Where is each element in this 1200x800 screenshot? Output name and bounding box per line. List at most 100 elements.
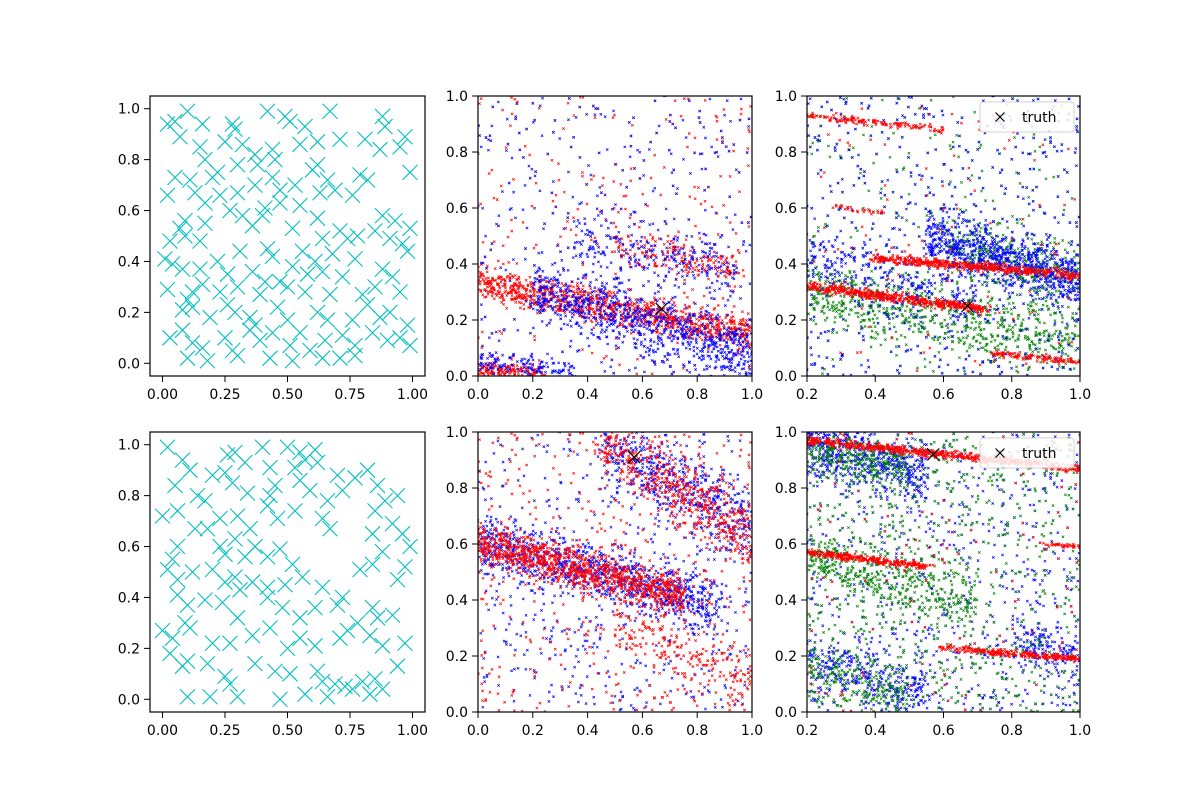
data-point [604,328,608,332]
data-point [687,329,691,333]
data-point [267,151,283,168]
data-point [514,296,518,299]
data-point [542,227,545,231]
data-point [744,339,748,343]
data-point [508,124,512,128]
data-point [387,212,403,229]
data-point [606,342,610,346]
data-point [662,297,666,301]
data-point [629,265,633,269]
data-point [490,124,494,128]
data-point [730,356,734,360]
data-point [536,294,540,298]
data-point [533,276,537,280]
data-point [603,369,607,373]
data-point [551,199,555,203]
data-point [334,268,351,285]
data-point [525,127,529,131]
data-point [668,353,672,357]
data-point [739,350,743,354]
data-point [551,130,555,134]
data-point [586,336,590,340]
data-point [174,301,191,318]
data-point [647,353,651,357]
data-point [339,230,356,247]
data-point [570,280,574,284]
data-point [575,290,579,294]
data-point [663,317,667,321]
data-point [529,304,533,308]
data-point [663,354,667,358]
data-point [628,248,632,252]
data-point [708,286,712,290]
data-point [676,322,680,325]
data-point [649,255,653,259]
data-point [605,320,609,324]
data-point [656,328,659,332]
data-point [593,116,597,120]
data-point [569,284,573,288]
data-point [687,342,691,346]
data-point [622,311,626,315]
data-point [517,293,521,297]
data-point [558,302,562,306]
data-point [740,310,744,314]
data-point [217,329,233,346]
data-point [617,330,621,334]
x-tick-label: 0.2 [522,387,544,403]
data-point [710,338,714,342]
data-point [504,268,508,272]
data-point [713,342,716,346]
data-point [720,368,724,371]
data-point [539,289,543,293]
data-point [734,231,738,235]
data-point [501,298,505,302]
data-point [731,290,735,294]
data-point [668,120,672,123]
data-point [589,173,593,177]
data-point [482,288,486,292]
data-point [724,356,728,360]
data-point [647,349,651,353]
data-point [574,303,577,307]
data-point [532,291,536,295]
data-point [490,355,494,359]
x-tick-label: 0.6 [631,387,653,403]
data-point [748,243,752,247]
data-point [918,316,922,319]
data-point [550,298,553,302]
data-point [648,347,652,351]
data-point [743,359,747,363]
data-point [478,102,481,106]
data-point [524,366,528,370]
data-point [269,299,286,316]
data-point [538,189,542,193]
data-point [597,312,601,316]
data-point [556,244,559,248]
data-point [642,344,646,348]
data-point [672,237,676,241]
data-point [741,346,745,350]
data-point [689,336,693,340]
data-point [490,362,494,366]
data-point [835,331,839,335]
data-point [619,207,623,211]
data-point [534,243,538,247]
data-point [567,170,570,174]
data-point [1076,334,1080,338]
data-point [562,290,566,294]
data-point [174,261,191,277]
data-point [722,339,726,342]
data-point [708,265,711,269]
data-point [718,327,722,331]
data-point [662,166,666,169]
data-point [599,265,603,268]
data-point [584,273,588,276]
data-point [559,308,563,312]
data-point [586,291,590,295]
data-point [479,145,483,149]
data-point [557,162,560,166]
data-point [709,321,713,325]
data-point [685,145,689,149]
data-point [578,314,582,318]
